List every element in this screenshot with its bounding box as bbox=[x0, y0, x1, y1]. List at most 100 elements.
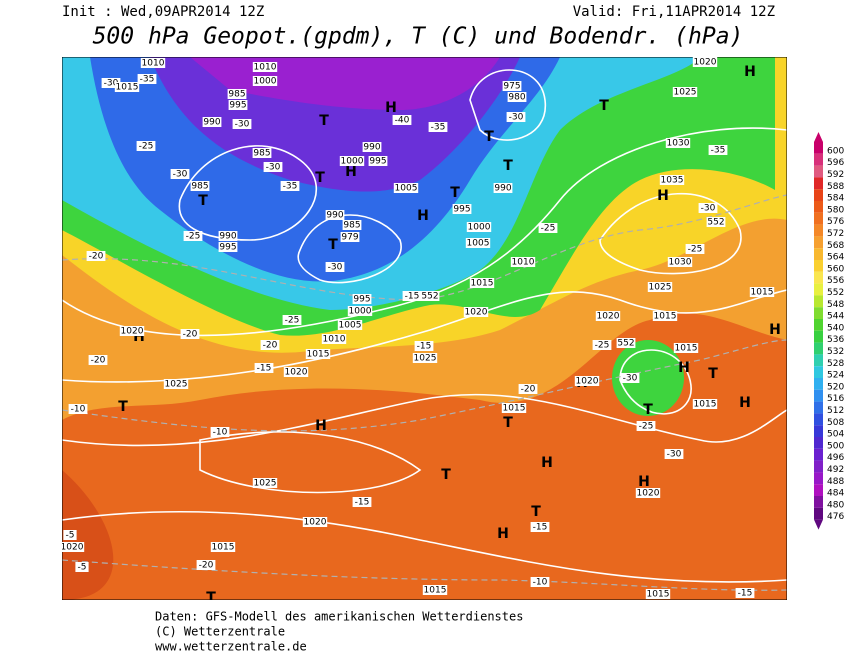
legend-swatch bbox=[814, 224, 823, 237]
legend-arrow bbox=[814, 132, 823, 142]
footer-line: www.wetterzentrale.de bbox=[155, 640, 307, 654]
contour-label: -20 bbox=[91, 356, 106, 366]
contour-label: 995 bbox=[369, 157, 386, 167]
contour-label: 1020 bbox=[694, 58, 717, 68]
label-box bbox=[210, 427, 230, 437]
label-box bbox=[665, 138, 691, 148]
legend-label: 492 bbox=[827, 465, 844, 475]
legend-label: 488 bbox=[827, 477, 844, 487]
legend-swatch bbox=[814, 378, 823, 390]
legend-swatch bbox=[814, 496, 823, 508]
label-box bbox=[667, 257, 693, 267]
label-box bbox=[635, 488, 661, 498]
contour-label: -30 bbox=[509, 113, 524, 123]
contour-label: 1020 bbox=[285, 368, 308, 378]
contour-label: -15 bbox=[257, 364, 272, 374]
contour-label: 1010 bbox=[512, 258, 535, 268]
label-box bbox=[706, 217, 726, 227]
label-box bbox=[305, 349, 331, 359]
label-box bbox=[282, 315, 302, 325]
contour-label: 1015 bbox=[116, 83, 139, 93]
label-box bbox=[530, 522, 550, 532]
legend-label: 560 bbox=[827, 264, 844, 274]
legend-label: 540 bbox=[827, 323, 844, 333]
label-box bbox=[452, 204, 472, 214]
label-box bbox=[493, 183, 513, 193]
contour-label: 1030 bbox=[669, 258, 692, 268]
label-box bbox=[392, 115, 412, 125]
contour-label: -30 bbox=[235, 120, 250, 130]
legend-swatch bbox=[814, 460, 823, 473]
contour-label: -25 bbox=[688, 245, 703, 255]
legend-swatch bbox=[814, 177, 823, 190]
legend-label: 524 bbox=[827, 371, 844, 381]
legend-swatch bbox=[814, 260, 823, 272]
legend-label: 600 bbox=[827, 146, 844, 156]
label-box bbox=[218, 231, 238, 241]
pressure-center: T bbox=[441, 467, 451, 483]
legend-swatch bbox=[814, 153, 823, 166]
label-box bbox=[428, 122, 448, 132]
contour-label: -10 bbox=[71, 405, 86, 415]
label-box bbox=[252, 62, 278, 72]
contour-label: 985 bbox=[253, 149, 270, 159]
label-box bbox=[68, 404, 88, 414]
legend-swatch bbox=[814, 342, 823, 355]
label-box bbox=[463, 307, 489, 317]
contour-label: -15 bbox=[355, 498, 370, 508]
pressure-center: T bbox=[315, 170, 325, 186]
label-box bbox=[507, 92, 527, 102]
label-box bbox=[325, 210, 345, 220]
label-box bbox=[393, 183, 419, 193]
label-box bbox=[420, 291, 440, 301]
label-box bbox=[708, 145, 728, 155]
contour-label: -25 bbox=[186, 232, 201, 242]
contour-label: 1000 bbox=[254, 77, 277, 87]
pressure-center: H bbox=[315, 418, 327, 434]
contour-label: 990 bbox=[363, 143, 380, 153]
label-box bbox=[228, 100, 248, 110]
legend-swatch bbox=[814, 307, 823, 319]
legend-label: 576 bbox=[827, 217, 844, 227]
pressure-center: T bbox=[328, 237, 338, 253]
contour-label: -10 bbox=[213, 428, 228, 438]
label-box bbox=[510, 257, 536, 267]
label-box bbox=[368, 156, 388, 166]
contour-label: 1025 bbox=[649, 283, 672, 293]
contour-label: 1015 bbox=[654, 312, 677, 322]
contour-label: 1020 bbox=[597, 312, 620, 322]
contour-label: 1035 bbox=[661, 176, 684, 186]
label-box bbox=[63, 530, 77, 540]
legend-swatch bbox=[814, 236, 823, 249]
label-box bbox=[645, 589, 671, 599]
contour-label: 1005 bbox=[467, 239, 490, 249]
label-box bbox=[595, 311, 621, 321]
label-box bbox=[302, 517, 328, 527]
label-box bbox=[202, 117, 222, 127]
contour-label: 990 bbox=[203, 118, 220, 128]
legend-label: 572 bbox=[827, 229, 844, 239]
label-box bbox=[735, 588, 755, 598]
contour-label: 1015 bbox=[307, 350, 330, 360]
contour-label: -30 bbox=[623, 374, 638, 384]
label-box bbox=[414, 341, 434, 351]
contour-label: 1020 bbox=[121, 327, 144, 337]
contour-label: 985 bbox=[191, 182, 208, 192]
contour-label: 1005 bbox=[339, 321, 362, 331]
contour-label: 1025 bbox=[254, 479, 277, 489]
legend-swatch bbox=[814, 283, 823, 296]
pressure-center: T bbox=[503, 158, 513, 174]
legend-label: 556 bbox=[827, 276, 844, 286]
legend-swatch bbox=[814, 189, 823, 201]
pressure-center: T bbox=[319, 113, 329, 129]
contour-label: 1000 bbox=[349, 307, 372, 317]
contour-label: 552 bbox=[707, 218, 724, 228]
label-box bbox=[254, 363, 274, 373]
pressure-center: T bbox=[531, 504, 541, 520]
legend-swatch bbox=[814, 165, 823, 178]
contour-label: -20 bbox=[183, 330, 198, 340]
contour-label: -30 bbox=[266, 163, 281, 173]
